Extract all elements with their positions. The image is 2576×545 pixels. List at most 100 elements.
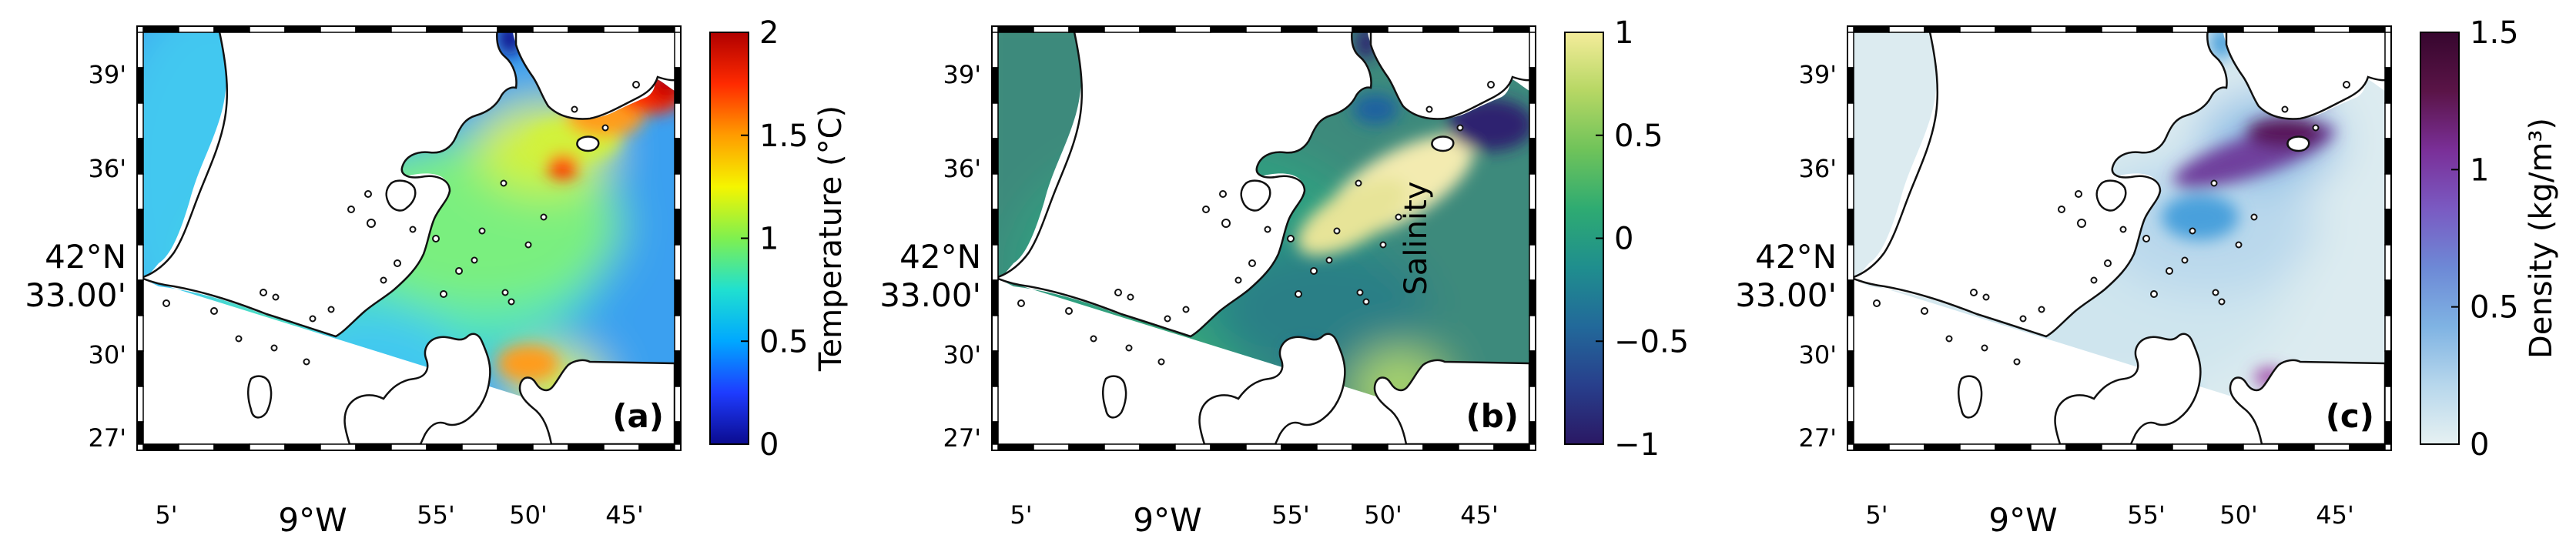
frame-segment: [1995, 443, 2032, 451]
frame-segment: [1529, 67, 1536, 104]
frame-segment: [2384, 279, 2392, 316]
frame-segment: [1068, 25, 1105, 33]
frame-segment: [1995, 25, 2032, 33]
frame-segment: [991, 32, 999, 69]
frame-segment: [1493, 443, 1530, 451]
frame-segment: [2172, 25, 2209, 33]
frame-segment: [1847, 138, 1854, 175]
frame-segment: [2384, 315, 2392, 352]
frame-segment: [1281, 25, 1318, 33]
frame-segment: [1139, 25, 1176, 33]
lon-label: 5': [155, 500, 177, 530]
lat-label: 36': [1798, 154, 1837, 183]
frame-segment: [461, 443, 498, 451]
frame-segment: [142, 443, 179, 451]
frame-segment: [1033, 25, 1070, 33]
frame-segment: [2384, 138, 2392, 175]
frame-segment: [568, 25, 605, 33]
frame-segment: [1853, 443, 1890, 451]
frame-segment: [991, 350, 999, 387]
frame-segment: [320, 443, 357, 451]
lon-label: 5': [1010, 500, 1032, 530]
panel-letter: (b): [1466, 397, 1519, 435]
frame-segment: [638, 443, 675, 451]
frame-segment: [1104, 25, 1141, 33]
frame-segment: [991, 315, 999, 352]
frame-segment: [1853, 25, 1890, 33]
frame-segment: [284, 25, 321, 33]
lat-label: 42°N: [45, 238, 126, 276]
frame-segment: [1387, 443, 1424, 451]
frame-segment: [2207, 25, 2244, 33]
panel-a: [143, 32, 675, 444]
frame-segment: [1529, 279, 1536, 316]
frame-segment: [178, 443, 215, 451]
colorbar-tick-label: 1: [759, 222, 779, 257]
frame-segment: [991, 67, 999, 104]
frame-segment: [1281, 443, 1318, 451]
frame-segment: [1210, 25, 1247, 33]
frame-segment: [2065, 443, 2102, 451]
frame-segment: [1174, 443, 1211, 451]
lon-label: 5': [1865, 500, 1888, 530]
colorbar-label: Density (kg/m³): [2524, 118, 2559, 359]
frame-segment: [674, 244, 682, 281]
lon-label: 45': [2316, 500, 2354, 530]
frame-segment: [2243, 443, 2280, 451]
frame-segment: [1529, 350, 1536, 387]
colorbar: [2420, 32, 2460, 445]
lat-label: 30': [1798, 340, 1837, 369]
frame-segment: [497, 443, 534, 451]
frame-segment: [2243, 25, 2280, 33]
frame-segment: [1847, 102, 1854, 139]
frame-segment: [1529, 32, 1536, 69]
frame-segment: [1316, 443, 1353, 451]
frame-segment: [426, 25, 463, 33]
colorbar-tick-label: 1.5: [2470, 15, 2519, 51]
frame-segment: [2278, 443, 2315, 451]
frame-segment: [1847, 386, 1854, 423]
lon-label: 55': [2127, 500, 2166, 530]
lon-label: 55': [1271, 500, 1310, 530]
frame-segment: [497, 25, 534, 33]
colorbar-tick-label: 0.5: [759, 324, 809, 359]
frame-segment: [2101, 443, 2138, 451]
frame-segment: [1847, 315, 1854, 352]
frame-segment: [1174, 25, 1211, 33]
map-frame: [136, 25, 682, 451]
frame-segment: [2065, 25, 2102, 33]
frame-segment: [2172, 443, 2209, 451]
frame-segment: [136, 315, 144, 352]
frame-segment: [674, 350, 682, 387]
panel-overlay-a: 39' 36' 42°N33.00' 30' 27' 5' 9°W 55' 50' 45' (a) 2…: [25, 15, 849, 539]
frame-segment: [136, 32, 144, 69]
colorbar-tick-label: 0: [1614, 222, 1633, 257]
frame-segment: [1387, 25, 1424, 33]
frame-segment: [136, 244, 144, 281]
frame-segment: [1422, 25, 1459, 33]
frame-segment: [2384, 209, 2392, 246]
lat-label: 27': [1798, 423, 1837, 453]
frame-segment: [2101, 25, 2138, 33]
frame-segment: [136, 386, 144, 423]
frame-segment: [2384, 102, 2392, 139]
frame-segment: [1529, 421, 1536, 445]
map-frame: [1847, 25, 2392, 451]
panel-letter: (a): [612, 397, 664, 435]
frame-segment: [1888, 443, 1925, 451]
frame-segment: [2384, 244, 2392, 281]
panel-letter: (c): [2326, 397, 2374, 435]
frame-segment: [991, 279, 999, 316]
panel-b: [998, 32, 1529, 444]
colorbar-tick-label: 0: [759, 427, 779, 463]
frame-segment: [991, 421, 999, 445]
frame-segment: [213, 25, 250, 33]
lon-label: 9°W: [1133, 501, 1201, 539]
lat-label: 27': [88, 423, 126, 453]
frame-segment: [2384, 350, 2392, 387]
lat-label: 30': [943, 340, 981, 369]
panel-overlay-b: 39' 36' 42°N33.00' 30' 27' 5' 9°W 55' 50' 45' (b) 1…: [879, 15, 1689, 539]
lat-label: 39': [88, 60, 126, 89]
frame-segment: [320, 25, 357, 33]
frame-segment: [1959, 25, 1996, 33]
